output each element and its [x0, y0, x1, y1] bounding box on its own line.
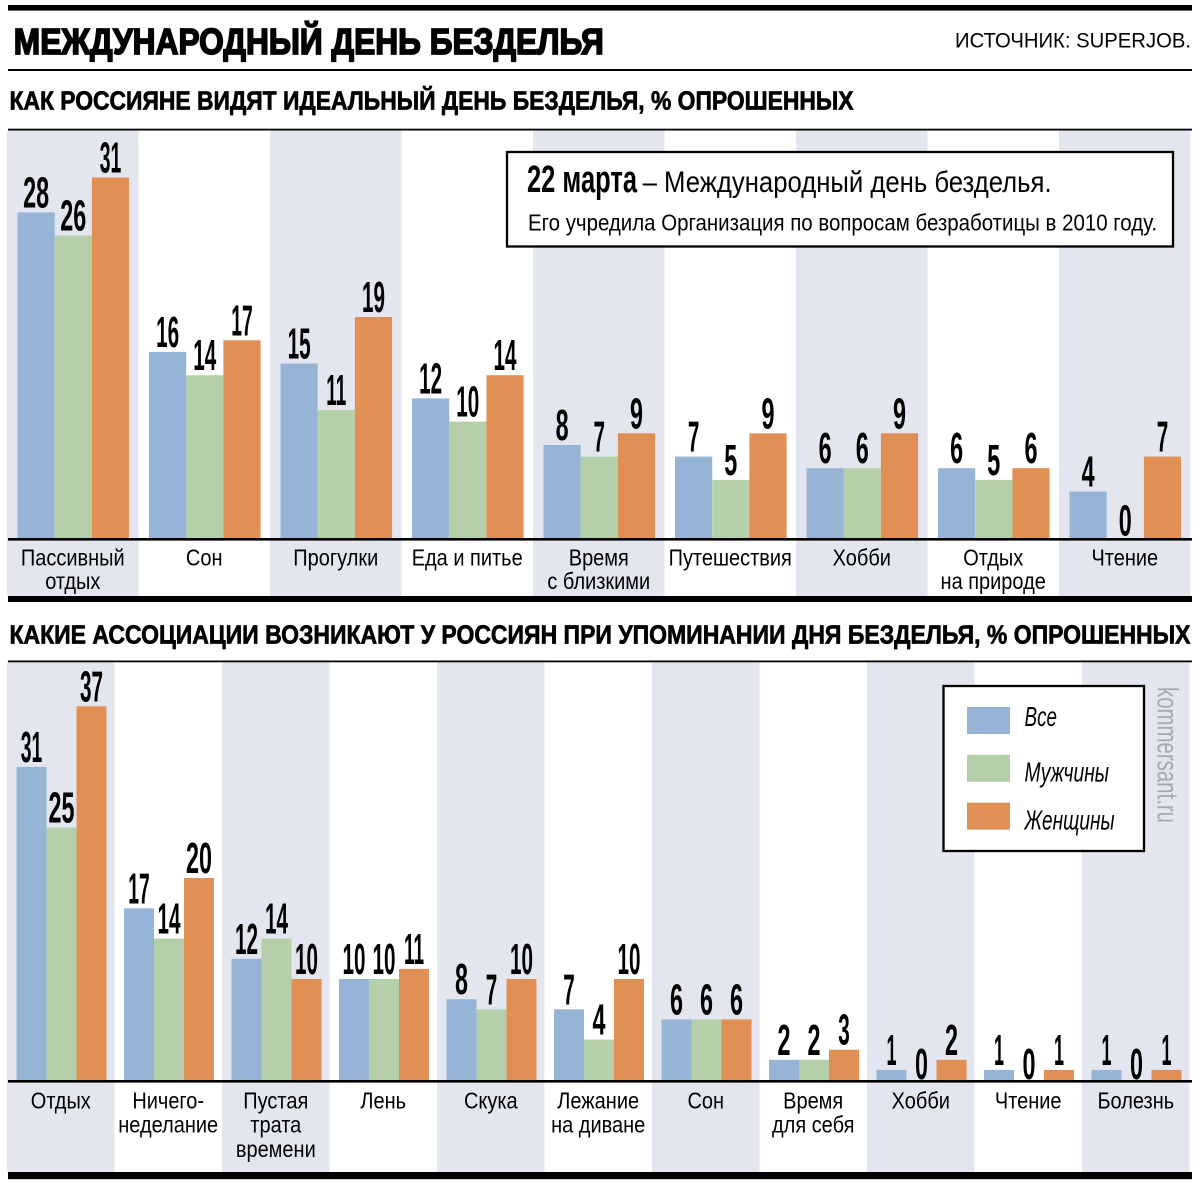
svg-text:11: 11: [326, 366, 346, 415]
svg-text:КАКИЕ АССОЦИАЦИИ ВОЗНИКАЮТ У Р: КАКИЕ АССОЦИАЦИИ ВОЗНИКАЮТ У РОССИЯН ПРИ…: [10, 620, 1192, 650]
svg-text:kommersant.ru: kommersant.ru: [1151, 687, 1184, 823]
svg-text:17: 17: [231, 296, 253, 345]
svg-text:Пустая: Пустая: [243, 1087, 308, 1113]
svg-text:4: 4: [1082, 448, 1095, 497]
svg-text:10: 10: [295, 935, 318, 984]
svg-text:37: 37: [80, 662, 103, 711]
svg-text:10: 10: [618, 935, 641, 984]
svg-text:Еда и питье: Еда и питье: [412, 545, 523, 571]
svg-text:1: 1: [887, 1026, 897, 1075]
svg-text:Время: Время: [783, 1087, 843, 1113]
svg-text:Чтение: Чтение: [1092, 545, 1159, 571]
svg-text:6: 6: [1025, 424, 1038, 473]
svg-text:Отдых: Отдых: [963, 545, 1023, 571]
svg-text:10: 10: [343, 935, 366, 984]
svg-text:Лень: Лень: [360, 1087, 406, 1113]
svg-text:6: 6: [856, 424, 869, 473]
svg-text:с близкими: с близкими: [547, 568, 650, 594]
svg-text:5: 5: [987, 436, 1000, 485]
svg-text:9: 9: [893, 389, 906, 438]
svg-text:на природе: на природе: [941, 568, 1046, 594]
svg-text:Чтение: Чтение: [995, 1087, 1062, 1113]
svg-text:Отдых: Отдых: [31, 1087, 91, 1113]
svg-text:2: 2: [945, 1016, 958, 1065]
svg-text:10: 10: [456, 378, 479, 427]
svg-text:7: 7: [1157, 413, 1169, 462]
svg-text:Сон: Сон: [186, 545, 223, 571]
svg-text:7: 7: [563, 965, 575, 1014]
svg-text:6: 6: [700, 975, 713, 1024]
svg-text:6: 6: [730, 975, 743, 1024]
svg-text:2: 2: [778, 1016, 791, 1065]
svg-text:10: 10: [373, 935, 396, 984]
svg-text:Хобби: Хобби: [833, 545, 891, 571]
svg-text:Мужчины: Мужчины: [1025, 757, 1110, 788]
svg-text:Пассивный: Пассивный: [21, 545, 125, 571]
svg-text:12: 12: [235, 915, 258, 964]
svg-text:Лежание: Лежание: [557, 1087, 639, 1113]
svg-text:16: 16: [156, 308, 179, 357]
svg-text:1: 1: [1102, 1026, 1112, 1075]
svg-text:– Международный день безделья.: – Международный день безделья.: [643, 166, 1052, 199]
svg-text:отдых: отдых: [45, 568, 100, 594]
svg-text:7: 7: [594, 413, 606, 462]
svg-text:ИСТОЧНИК: SUPERJOB.: ИСТОЧНИК: SUPERJOB.: [955, 29, 1191, 53]
svg-text:31: 31: [21, 723, 43, 772]
svg-text:8: 8: [556, 401, 569, 450]
svg-text:14: 14: [494, 331, 517, 380]
svg-text:17: 17: [128, 864, 150, 913]
svg-text:7: 7: [688, 413, 700, 462]
svg-text:7: 7: [486, 965, 498, 1014]
svg-text:14: 14: [265, 895, 288, 944]
svg-text:11: 11: [404, 925, 424, 974]
svg-text:3: 3: [838, 1006, 850, 1055]
svg-text:6: 6: [819, 424, 832, 473]
svg-text:1: 1: [994, 1026, 1004, 1075]
svg-text:19: 19: [362, 273, 385, 322]
svg-text:КАК РОССИЯНЕ ВИДЯТ ИДЕАЛЬНЫЙ Д: КАК РОССИЯНЕ ВИДЯТ ИДЕАЛЬНЫЙ ДЕНЬ БЕЗДЕЛ…: [10, 85, 855, 115]
svg-text:0: 0: [1119, 496, 1132, 545]
svg-text:времени: времени: [236, 1136, 316, 1162]
svg-text:4: 4: [593, 996, 606, 1045]
svg-text:10: 10: [510, 935, 533, 984]
svg-text:Путешествия: Путешествия: [669, 545, 792, 571]
svg-text:12: 12: [419, 354, 442, 403]
svg-text:1: 1: [1162, 1026, 1172, 1075]
svg-text:Хобби: Хобби: [892, 1087, 950, 1113]
svg-text:14: 14: [158, 895, 181, 944]
svg-text:26: 26: [60, 192, 86, 241]
svg-text:28: 28: [23, 168, 49, 217]
svg-text:9: 9: [630, 389, 643, 438]
svg-text:31: 31: [100, 134, 122, 183]
svg-text:трата: трата: [250, 1112, 302, 1138]
svg-text:МЕЖДУНАРОДНЫЙ ДЕНЬ БЕЗДЕЛЬЯ: МЕЖДУНАРОДНЫЙ ДЕНЬ БЕЗДЕЛЬЯ: [14, 20, 604, 62]
svg-text:9: 9: [762, 389, 775, 438]
svg-text:8: 8: [455, 955, 468, 1004]
svg-text:Прогулки: Прогулки: [293, 545, 378, 571]
svg-text:Болезнь: Болезнь: [1097, 1087, 1174, 1113]
svg-text:Время: Время: [569, 545, 629, 571]
svg-text:Ничего-: Ничего-: [132, 1087, 204, 1113]
svg-text:неделание: неделание: [118, 1112, 218, 1138]
svg-text:1: 1: [1054, 1026, 1064, 1075]
svg-text:20: 20: [186, 834, 212, 883]
svg-text:6: 6: [670, 975, 683, 1024]
svg-text:Скука: Скука: [464, 1087, 518, 1113]
svg-text:для себя: для себя: [772, 1112, 854, 1138]
svg-text:15: 15: [288, 320, 311, 369]
svg-text:2: 2: [808, 1016, 821, 1065]
svg-text:5: 5: [724, 436, 737, 485]
svg-text:Женщины: Женщины: [1023, 805, 1115, 836]
svg-text:14: 14: [193, 331, 216, 380]
svg-text:6: 6: [950, 424, 963, 473]
svg-text:25: 25: [49, 784, 75, 833]
svg-text:Его учредила Организация по во: Его учредила Организация по вопросам без…: [528, 209, 1157, 235]
svg-text:22 марта: 22 марта: [527, 159, 638, 201]
svg-text:0: 0: [915, 1040, 928, 1089]
svg-text:0: 0: [1023, 1040, 1036, 1089]
svg-text:0: 0: [1130, 1040, 1143, 1089]
svg-text:Все: Все: [1025, 701, 1058, 732]
svg-text:Сон: Сон: [688, 1087, 725, 1113]
svg-text:на диване: на диване: [551, 1112, 645, 1138]
